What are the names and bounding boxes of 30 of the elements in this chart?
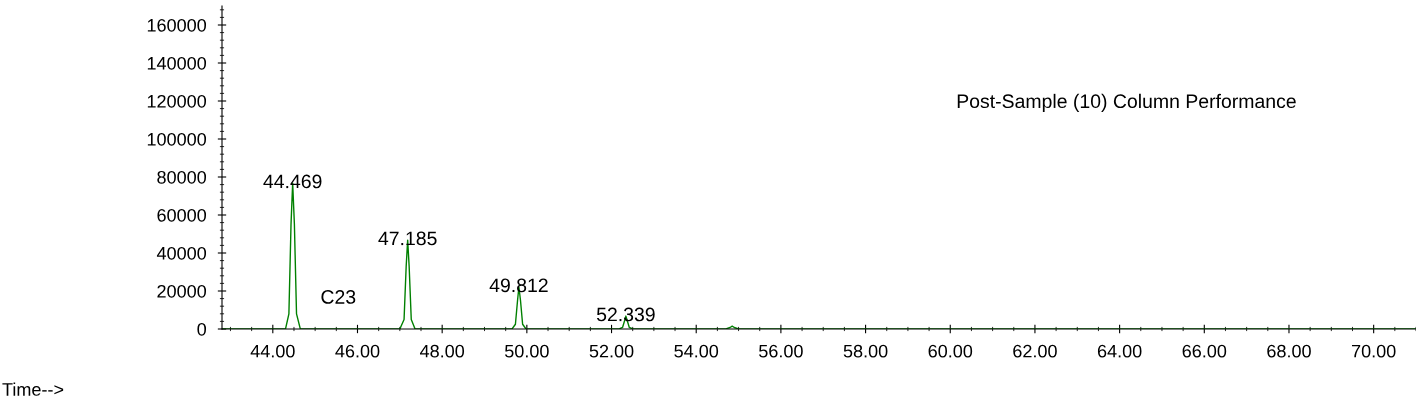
x-tick-label: 54.00 <box>674 344 719 358</box>
annotation: 47.185 <box>378 231 437 246</box>
x-tick-label: 48.00 <box>420 344 465 358</box>
annotation: 52.339 <box>596 307 655 322</box>
y-tick-label: 120000 <box>147 94 207 108</box>
y-tick-label: 80000 <box>157 170 207 184</box>
x-axis-title: Time--> <box>2 382 64 396</box>
x-tick-label: 58.00 <box>843 344 888 358</box>
y-tick-label: 60000 <box>157 208 207 222</box>
x-tick-label: 70.00 <box>1352 344 1396 358</box>
annotation: C23 <box>321 290 356 304</box>
x-tick-label: 62.00 <box>1013 344 1057 358</box>
x-tick-label: 64.00 <box>1097 344 1142 358</box>
y-tick-label: 140000 <box>147 56 207 70</box>
text: Post-Sample (10) Column Performance <box>957 93 1296 112</box>
y-tick-label: 160000 <box>147 18 207 32</box>
annotation: 49.812 <box>489 278 548 293</box>
x-tick-label: 56.00 <box>759 344 803 358</box>
y-tick-label: 0 <box>197 322 207 336</box>
x-tick-label: 46.00 <box>335 344 380 358</box>
x-tick-label: 44.00 <box>250 344 295 358</box>
x-tick-label: 50.00 <box>504 344 549 358</box>
x-tick-label: 66.00 <box>1182 344 1227 358</box>
y-tick-label: 20000 <box>157 284 207 298</box>
x-tick-label: 52.00 <box>589 344 634 358</box>
x-tick-label: 68.00 <box>1267 344 1311 358</box>
y-tick-label: 100000 <box>147 132 207 146</box>
x-tick-label: 60.00 <box>928 344 973 358</box>
annotation: 44.469 <box>263 174 322 189</box>
y-tick-label: 40000 <box>156 246 207 260</box>
